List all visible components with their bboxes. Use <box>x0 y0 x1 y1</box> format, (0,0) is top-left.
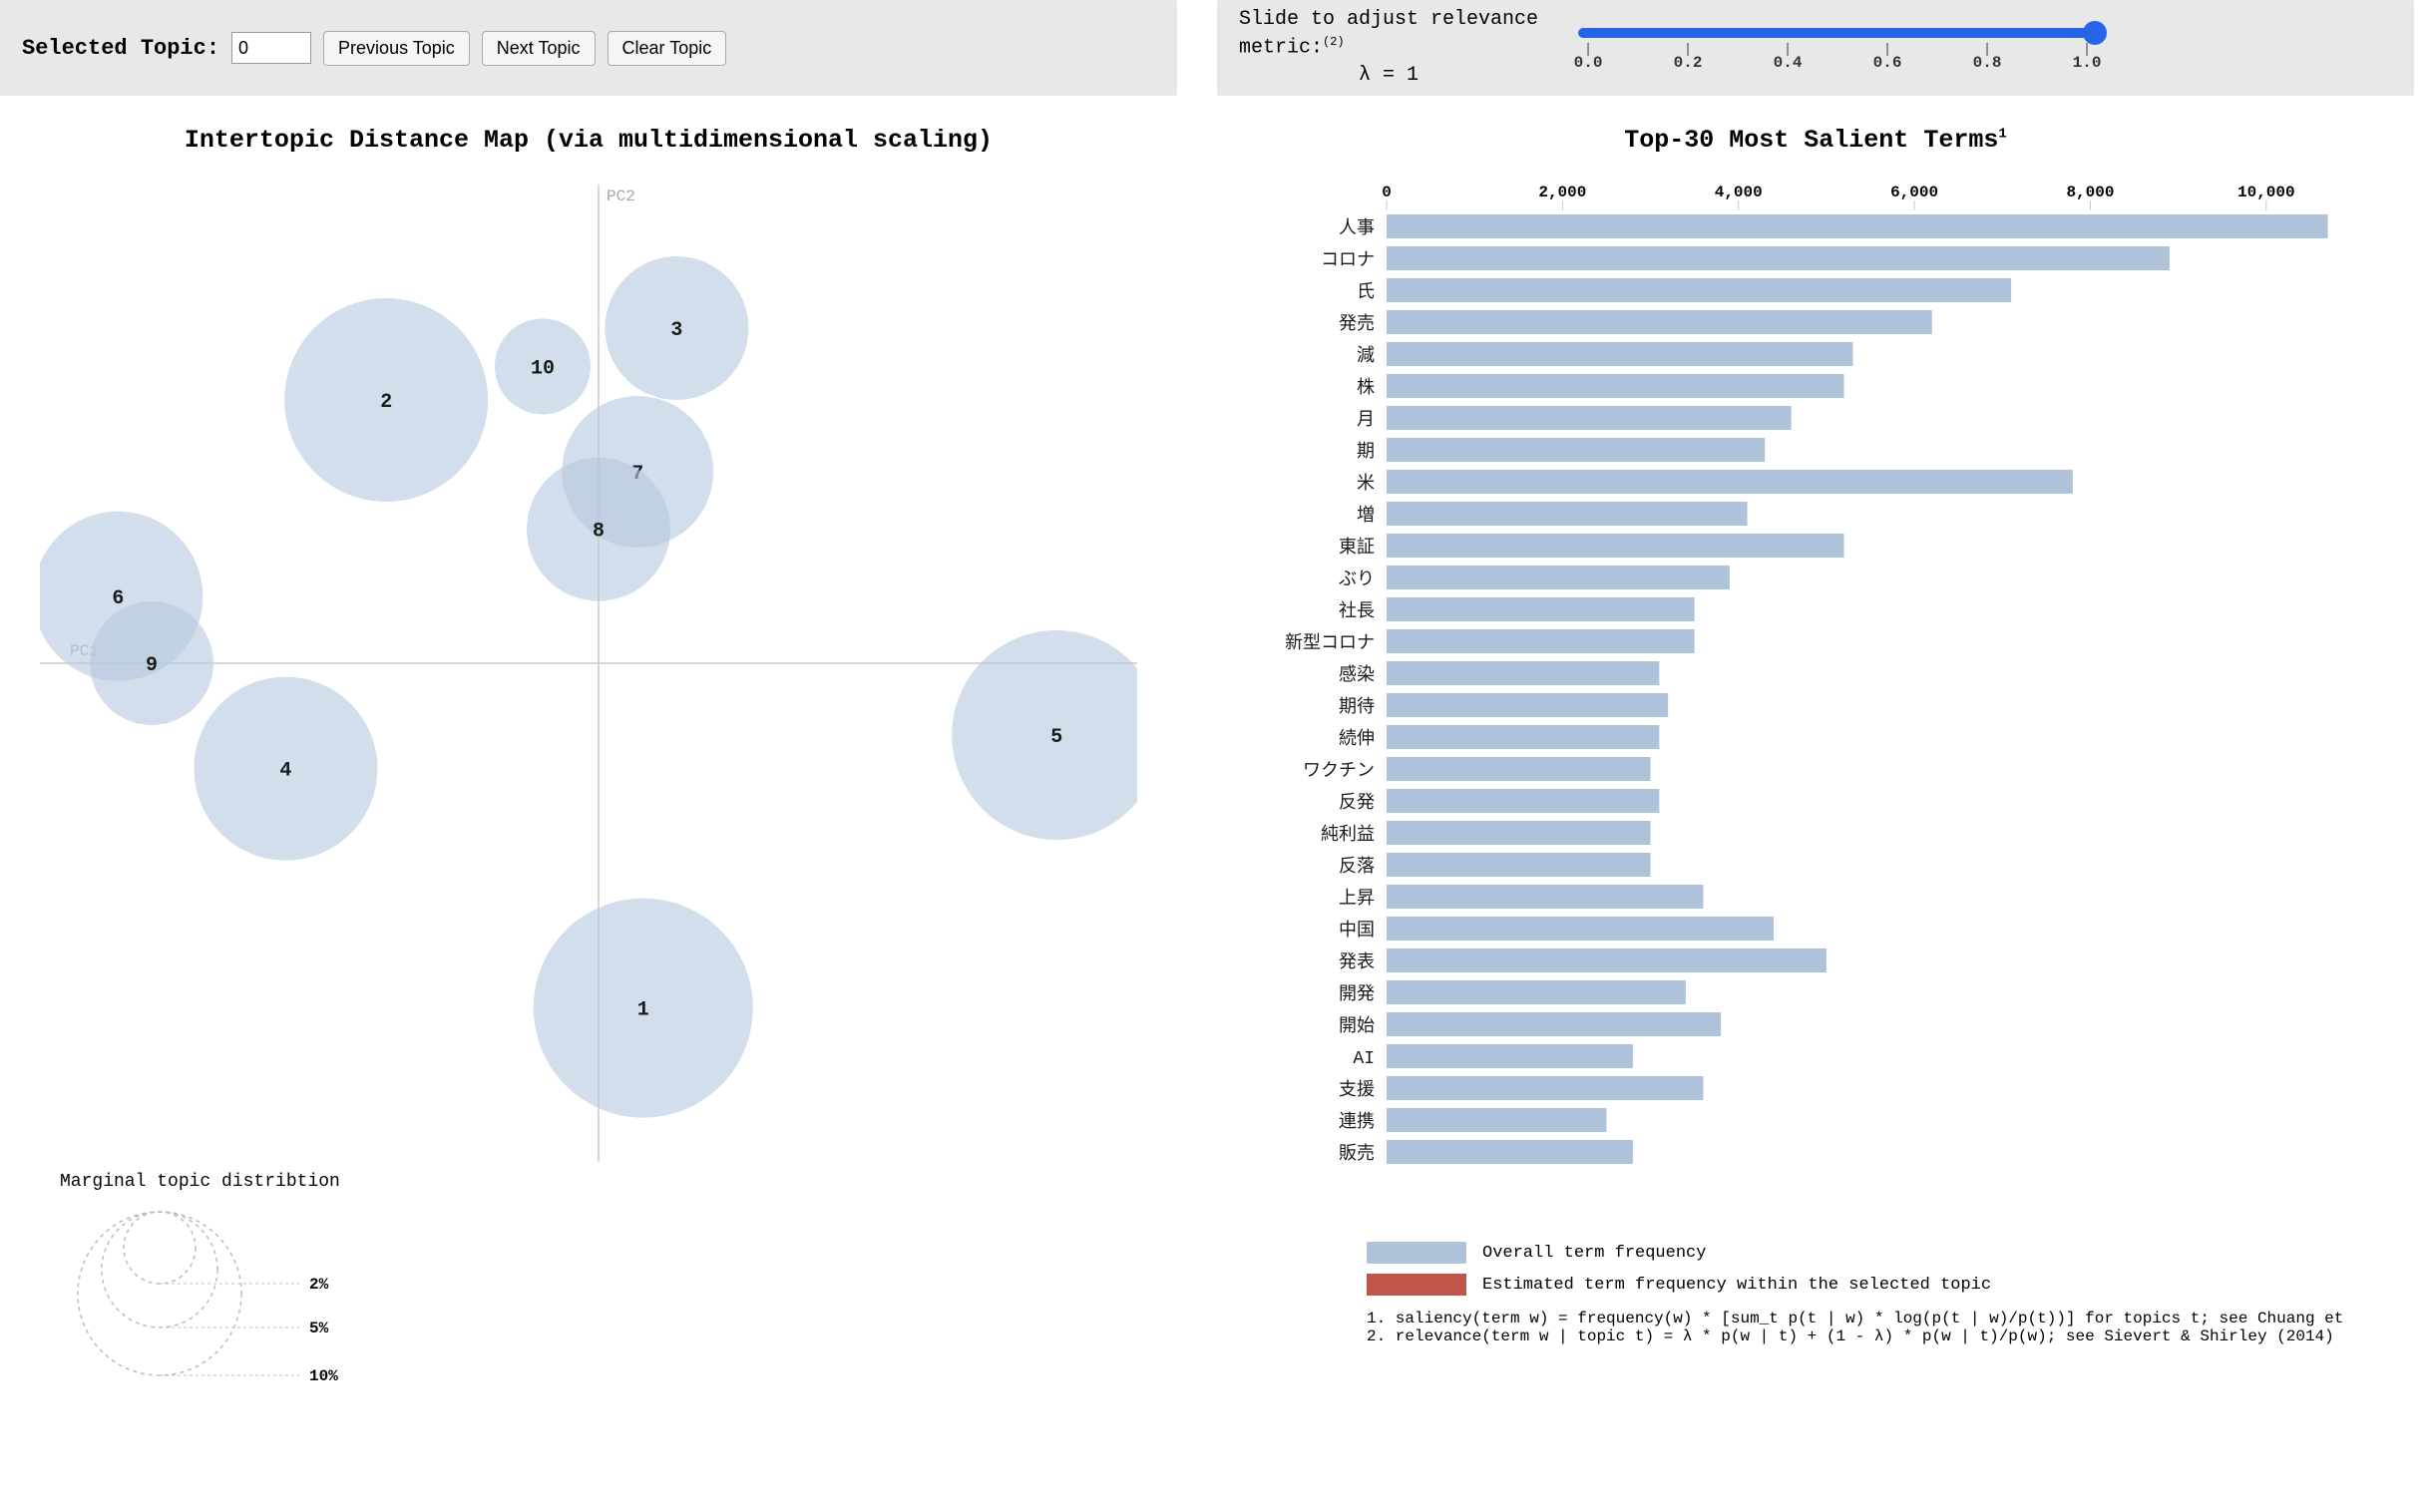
slider-track[interactable] <box>1578 28 2097 38</box>
svg-text:増: 増 <box>1357 505 1375 527</box>
lambda-slider[interactable]: |0.0|0.2|0.4|0.6|0.8|1.0 <box>1578 24 2392 72</box>
salient-title-text: Top-30 Most Salient Terms <box>1624 126 1998 155</box>
svg-text:感染: 感染 <box>1339 664 1375 686</box>
relevance-sup: (2) <box>1323 35 1345 49</box>
svg-text:発売: 発売 <box>1339 313 1375 335</box>
svg-text:氏: 氏 <box>1357 281 1375 303</box>
svg-text:期待: 期待 <box>1339 696 1375 718</box>
bar-legend: Overall term frequency Estimated term fr… <box>1367 1242 2414 1296</box>
marginal-topic-legend: Marginal topic distribtion 2% 5% 10% <box>60 1172 1177 1391</box>
svg-text:6: 6 <box>112 587 124 610</box>
svg-text:10,000: 10,000 <box>2237 184 2295 201</box>
slider-ticks: |0.0|0.2|0.4|0.6|0.8|1.0 <box>1568 46 2107 72</box>
svg-text:反発: 反発 <box>1339 792 1375 814</box>
svg-text:3: 3 <box>670 319 682 342</box>
left-topbar: Selected Topic: Previous Topic Next Topi… <box>0 0 1177 96</box>
svg-text:連携: 連携 <box>1339 1111 1375 1133</box>
svg-text:8: 8 <box>593 521 605 544</box>
salient-terms-barchart: 0 2,000 4,000 6,000 8,000 10,000 人事コロナ氏発売減株月期米… <box>1217 165 2394 1222</box>
svg-text:開発: 開発 <box>1339 983 1375 1005</box>
svg-text:人事: 人事 <box>1339 217 1375 239</box>
svg-text:AI: AI <box>1353 1049 1375 1069</box>
svg-text:米: 米 <box>1357 473 1375 495</box>
svg-text:発表: 発表 <box>1339 951 1375 973</box>
svg-text:上昇: 上昇 <box>1339 888 1375 910</box>
relevance-metric-label: Slide to adjust relevance metric:(2) λ =… <box>1239 6 1538 91</box>
svg-text:期: 期 <box>1357 441 1375 463</box>
lambda-value: λ = 1 <box>1239 62 1538 90</box>
salient-title-sup: 1 <box>1998 127 2006 143</box>
svg-text:2%: 2% <box>309 1276 329 1294</box>
svg-text:1: 1 <box>637 999 649 1022</box>
svg-text:2,000: 2,000 <box>1538 184 1586 201</box>
svg-text:6,000: 6,000 <box>1890 184 1938 201</box>
selected-topic-input[interactable] <box>231 32 311 64</box>
svg-text:反落: 反落 <box>1339 856 1375 878</box>
footnote-1: 1. saliency(term w) = frequency(w) * [su… <box>1367 1310 2414 1327</box>
intertopic-title: Intertopic Distance Map (via multidimens… <box>0 126 1177 155</box>
svg-text:PC2: PC2 <box>607 188 635 205</box>
svg-text:0: 0 <box>1382 184 1392 201</box>
salient-terms-title: Top-30 Most Salient Terms1 <box>1217 126 2414 155</box>
clear-topic-button[interactable]: Clear Topic <box>608 31 727 66</box>
svg-text:2: 2 <box>380 391 392 414</box>
next-topic-button[interactable]: Next Topic <box>482 31 596 66</box>
svg-text:社長: 社長 <box>1339 600 1375 622</box>
selected-topic-label: Selected Topic: <box>22 36 219 61</box>
svg-text:4: 4 <box>279 760 291 783</box>
svg-text:支援: 支援 <box>1339 1079 1375 1101</box>
svg-text:純利益: 純利益 <box>1321 824 1375 846</box>
svg-text:新型コロナ: 新型コロナ <box>1285 632 1375 654</box>
svg-text:ワクチン: ワクチン <box>1303 760 1375 782</box>
marginal-legend-title: Marginal topic distribtion <box>60 1172 1177 1192</box>
footnote-2: 2. relevance(term w | topic t) = λ * p(w… <box>1367 1327 2414 1345</box>
right-topbar: Slide to adjust relevance metric:(2) λ =… <box>1217 0 2414 96</box>
selected-freq-swatch <box>1367 1274 1466 1296</box>
svg-text:10: 10 <box>531 357 555 380</box>
selected-freq-label: Estimated term frequency within the sele… <box>1482 1276 1991 1295</box>
svg-text:5: 5 <box>1050 726 1062 749</box>
svg-text:8,000: 8,000 <box>2066 184 2114 201</box>
footnotes: 1. saliency(term w) = frequency(w) * [su… <box>1367 1310 2414 1345</box>
relevance-line2: metric: <box>1239 36 1323 59</box>
previous-topic-button[interactable]: Previous Topic <box>323 31 470 66</box>
svg-text:続伸: 続伸 <box>1339 728 1375 750</box>
svg-text:株: 株 <box>1357 377 1375 399</box>
relevance-line1: Slide to adjust relevance <box>1239 8 1538 31</box>
overall-freq-label: Overall term frequency <box>1482 1244 1706 1263</box>
svg-text:中国: 中国 <box>1339 920 1375 942</box>
svg-text:ぶり: ぶり <box>1339 569 1375 590</box>
svg-text:10%: 10% <box>309 1367 338 1385</box>
svg-text:東証: 東証 <box>1339 537 1375 559</box>
svg-text:月: 月 <box>1357 410 1375 431</box>
svg-text:減: 減 <box>1357 345 1375 367</box>
svg-text:9: 9 <box>146 654 158 677</box>
overall-freq-swatch <box>1367 1242 1466 1264</box>
svg-text:4,000: 4,000 <box>1715 184 1763 201</box>
svg-text:販売: 販売 <box>1339 1143 1375 1165</box>
svg-text:5%: 5% <box>309 1320 329 1337</box>
intertopic-distance-map: PC1PC212345678910 <box>40 165 1137 1162</box>
slider-thumb[interactable] <box>2083 21 2107 45</box>
svg-text:開始: 開始 <box>1339 1015 1375 1037</box>
svg-text:コロナ: コロナ <box>1321 250 1375 271</box>
